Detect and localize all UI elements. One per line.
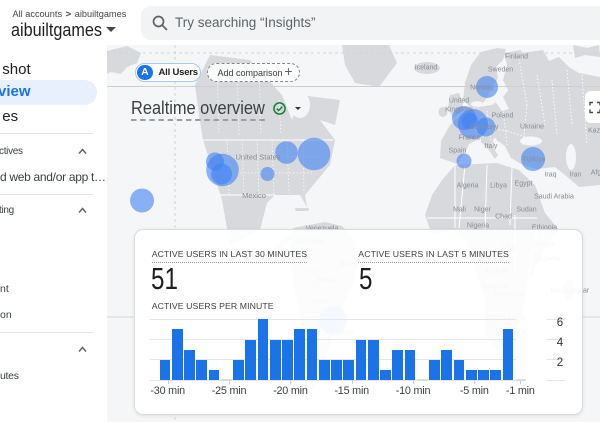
- svg-text:Egypt: Egypt: [515, 181, 533, 188]
- svg-text:United States: United States: [235, 153, 280, 162]
- svg-text:Algeria: Algeria: [457, 183, 479, 190]
- svg-text:Kingdom: Kingdom: [445, 107, 473, 114]
- svg-text:Türkiye: Türkiye: [523, 157, 546, 164]
- svg-text:Nigeria: Nigeria: [467, 223, 489, 230]
- svg-text:United: United: [449, 98, 469, 105]
- svg-text:France: France: [459, 135, 481, 142]
- svg-text:Norway: Norway: [470, 85, 494, 92]
- svg-text:Ethiopia: Ethiopia: [532, 225, 557, 232]
- svg-text:Germany: Germany: [470, 124, 499, 131]
- svg-text:Libya: Libya: [490, 183, 507, 190]
- svg-text:Iraq: Iraq: [544, 172, 556, 179]
- svg-text:Kaza: Kaza: [588, 128, 600, 135]
- svg-text:Italy: Italy: [485, 143, 498, 150]
- svg-text:Iran: Iran: [569, 172, 581, 179]
- svg-text:Poland: Poland: [492, 113, 514, 120]
- svg-text:Saudi Arabia: Saudi Arabia: [534, 194, 574, 201]
- svg-text:Sudan: Sudan: [516, 207, 536, 214]
- svg-text:Sweden: Sweden: [488, 67, 513, 74]
- svg-text:Spain: Spain: [449, 148, 467, 155]
- svg-text:Mali: Mali: [453, 207, 466, 214]
- svg-text:Ukraine: Ukraine: [520, 124, 544, 131]
- svg-text:Chad: Chad: [495, 214, 512, 221]
- svg-text:Mexico: Mexico: [242, 191, 266, 200]
- svg-text:Afgh: Afgh: [591, 170, 600, 177]
- svg-text:Niger: Niger: [474, 207, 491, 214]
- svg-text:Finland: Finland: [505, 54, 528, 61]
- svg-text:Iceland: Iceland: [415, 65, 438, 72]
